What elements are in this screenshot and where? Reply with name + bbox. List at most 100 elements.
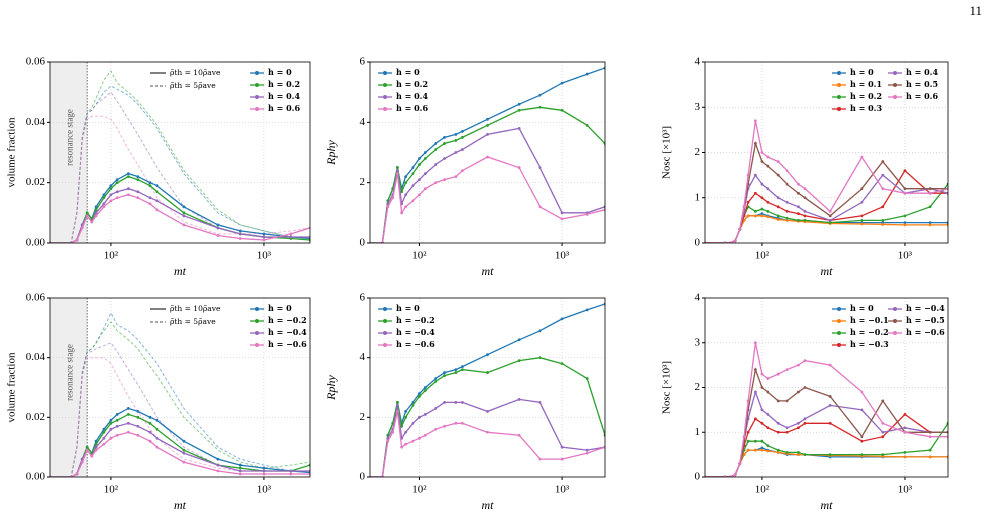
point-marker <box>517 359 521 363</box>
legend-label: h = 0.6 <box>396 103 428 113</box>
point-marker <box>155 418 159 422</box>
point-marker <box>262 232 266 236</box>
plot-area <box>370 66 605 243</box>
point-marker <box>776 430 780 434</box>
point-marker <box>395 409 399 413</box>
point-marker <box>517 433 521 437</box>
point-marker <box>238 463 242 467</box>
point-marker <box>860 187 864 191</box>
legend-label: h = 0.4 <box>268 91 300 101</box>
point-marker <box>102 442 106 446</box>
point-marker <box>486 133 489 136</box>
point-marker <box>148 196 152 200</box>
legend-label: h = 0.4 <box>396 91 428 101</box>
point-marker <box>434 427 438 431</box>
point-marker <box>94 439 98 443</box>
point-marker <box>411 166 415 169</box>
point-marker <box>289 469 293 473</box>
x-tick-label: 10² <box>755 250 770 262</box>
point-marker <box>785 218 789 222</box>
y-tick-label: 6 <box>360 292 366 304</box>
point-marker <box>454 151 458 154</box>
legend-marker <box>383 343 387 347</box>
point-marker <box>454 139 458 142</box>
point-marker <box>136 196 140 200</box>
legend-label: h = 0.2 <box>850 91 882 101</box>
point-marker <box>434 142 438 145</box>
point-marker <box>560 362 564 366</box>
series-line <box>370 106 605 243</box>
y-tick-label: 6 <box>360 56 366 68</box>
point-marker <box>797 205 800 209</box>
legend-label: h = 0.4 <box>906 67 938 77</box>
legend-label: h = 0 <box>396 67 420 77</box>
point-marker <box>102 202 106 206</box>
legend-label: h = 0.1 <box>850 79 882 89</box>
point-marker <box>560 445 564 449</box>
point-marker <box>155 436 159 440</box>
legend-marker <box>383 319 387 323</box>
point-marker <box>760 214 764 218</box>
point-marker <box>746 200 750 204</box>
point-marker <box>155 208 159 212</box>
point-marker <box>136 175 140 179</box>
plot-area <box>370 302 605 477</box>
point-marker <box>404 205 408 209</box>
point-marker <box>766 209 770 213</box>
point-marker <box>94 445 98 449</box>
legend-label: h = 0.5 <box>906 79 938 89</box>
series-line <box>705 389 948 477</box>
legend-marker <box>837 83 841 87</box>
legend-label: h = −0.6 <box>268 339 307 349</box>
dashed-line <box>50 321 310 477</box>
point-marker <box>828 453 832 457</box>
point-marker <box>404 442 408 446</box>
point-marker <box>454 401 458 404</box>
point-marker <box>903 426 907 430</box>
series-line <box>50 194 310 243</box>
style-legend-label: ρ̃th = 5ρ̃ave <box>170 317 216 326</box>
point-marker <box>109 184 113 188</box>
series-line <box>50 422 310 477</box>
point-marker <box>738 462 742 465</box>
point-marker <box>753 390 757 394</box>
point-marker <box>760 372 764 376</box>
x-tick-label: 10³ <box>555 484 570 496</box>
point-marker <box>903 455 907 459</box>
point-marker <box>785 182 789 186</box>
point-marker <box>585 448 589 452</box>
point-marker <box>109 436 113 440</box>
point-marker <box>753 417 757 421</box>
legend-label: h = 0 <box>850 67 874 77</box>
point-marker <box>109 187 113 191</box>
y-tick-label: 4 <box>360 116 366 128</box>
point-marker <box>182 223 186 227</box>
point-marker <box>881 205 885 209</box>
legend-label: h = 0.2 <box>268 79 300 89</box>
point-marker <box>395 401 399 404</box>
point-marker <box>434 406 438 410</box>
point-marker <box>126 421 130 425</box>
axes-frame <box>49 61 311 244</box>
point-marker <box>423 151 427 154</box>
point-marker <box>746 399 750 403</box>
point-marker <box>418 395 421 398</box>
point-marker <box>928 191 932 195</box>
point-marker <box>262 238 266 242</box>
point-marker <box>411 184 415 188</box>
point-marker <box>517 166 521 169</box>
point-marker <box>148 421 152 425</box>
point-marker <box>776 372 780 376</box>
point-marker <box>289 232 293 236</box>
point-marker <box>411 439 415 443</box>
point-marker <box>760 408 764 412</box>
legend-marker <box>255 343 259 347</box>
point-marker <box>460 368 464 371</box>
point-marker <box>881 421 885 425</box>
point-marker <box>454 371 458 374</box>
point-marker <box>109 193 113 197</box>
point-marker <box>216 463 220 467</box>
point-marker <box>434 181 438 185</box>
y-tick-label: 0.04 <box>26 116 46 128</box>
point-marker <box>776 196 780 200</box>
